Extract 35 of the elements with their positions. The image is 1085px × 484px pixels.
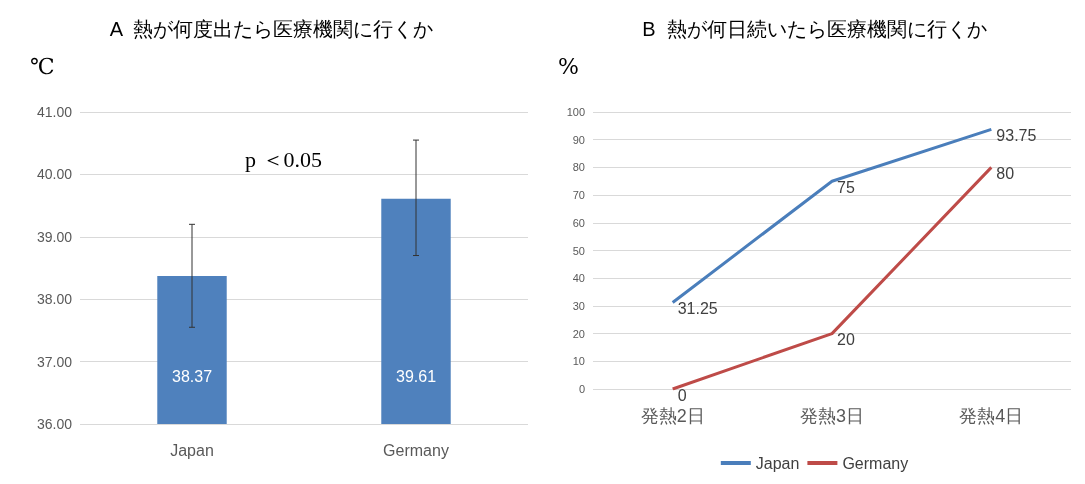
y-tick-label: 60 <box>572 216 585 229</box>
x-tick-label: 発熱2日 <box>640 406 705 426</box>
x-tick-label: 発熱4日 <box>958 406 1023 426</box>
y-tick-label: 100 <box>566 106 585 118</box>
x-tick-label: 発熱3日 <box>799 406 864 426</box>
legend-label: Germany <box>841 454 908 472</box>
y-tick-label: 38.00 <box>36 291 73 308</box>
y-tick-label: 50 <box>572 244 585 257</box>
data-label: 80 <box>995 164 1014 182</box>
y-tick-label: 40.00 <box>36 166 73 183</box>
chart-title: A 熱が何度出たら医療機関に行くか <box>109 18 434 40</box>
annotation: p ＜0.05 <box>245 146 322 172</box>
data-label: 38.37 <box>171 367 213 385</box>
legend-label: Japan <box>755 454 799 472</box>
y-tick-label: 37.00 <box>36 353 73 370</box>
y-tick-label: 20 <box>572 327 585 340</box>
y-tick-label: 40 <box>572 272 585 285</box>
y-tick-label: 0 <box>578 383 585 395</box>
y-axis-title: % <box>557 53 579 79</box>
data-label: 93.75 <box>995 126 1036 144</box>
y-tick-label: 36.00 <box>36 416 73 432</box>
y-tick-label: 80 <box>572 161 585 174</box>
y-axis-title: ℃ <box>30 53 55 79</box>
data-label: 39.61 <box>395 367 437 385</box>
data-label: 31.25 <box>677 299 718 317</box>
y-tick-label: 70 <box>572 189 585 202</box>
y-tick-label: 39.00 <box>36 228 73 245</box>
y-tick-label: 41.00 <box>36 104 73 120</box>
chart-title: B 熱が何日続いたら医療機関に行くか <box>641 18 987 40</box>
y-tick-label: 10 <box>572 355 585 368</box>
data-label: 75 <box>836 178 855 196</box>
y-tick-label: 90 <box>572 133 585 146</box>
data-label: 0 <box>677 386 687 404</box>
y-tick-label: 30 <box>572 299 585 312</box>
data-label: 20 <box>836 331 855 349</box>
